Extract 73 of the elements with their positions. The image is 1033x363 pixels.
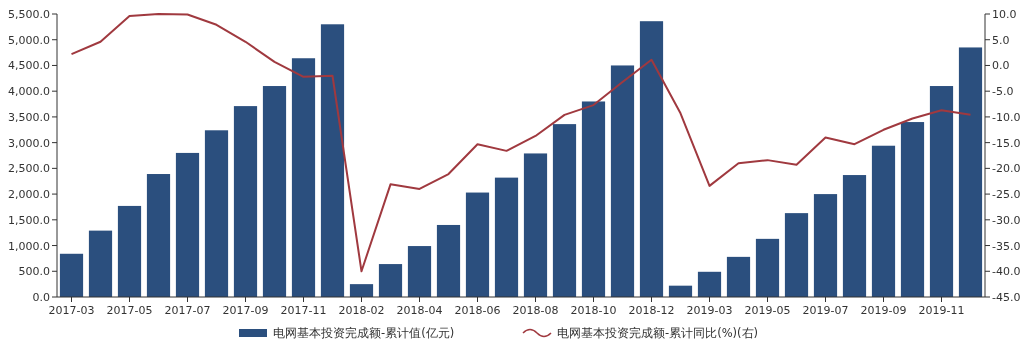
y2-tick-label: -45.0 — [992, 291, 1021, 304]
bar — [465, 192, 490, 297]
bar — [378, 264, 403, 297]
legend-label: 电网基本投资完成额-累计值(亿元) — [273, 326, 455, 340]
x-tick-label: 2019-07 — [802, 304, 849, 317]
y-tick-label: 3,500.0 — [8, 110, 50, 124]
bar — [349, 284, 374, 297]
bar — [204, 130, 229, 297]
bar — [697, 271, 722, 297]
bar — [813, 194, 838, 297]
bar — [755, 238, 780, 297]
y-tick-label: 0.0 — [32, 291, 50, 304]
bar — [726, 256, 751, 297]
y2-tick-label: -30.0 — [992, 213, 1021, 227]
bar — [291, 58, 316, 297]
x-tick-label: 2017-07 — [164, 304, 211, 317]
y-tick-label: 5,500.0 — [8, 8, 50, 21]
x-tick-label: 2019-09 — [860, 304, 907, 317]
bar — [958, 47, 983, 297]
bar — [407, 246, 432, 297]
x-tick-label: 2018-12 — [628, 304, 675, 317]
x-tick-label: 2018-08 — [512, 304, 559, 317]
y-tick-label: 1,000.0 — [8, 239, 50, 253]
x-tick-label: 2017-11 — [280, 304, 327, 317]
y-tick-label: 5,000.0 — [8, 33, 50, 47]
bar — [871, 145, 896, 297]
y-tick-label: 1,500.0 — [8, 213, 50, 227]
bar — [639, 21, 664, 297]
bar — [146, 174, 171, 297]
x-tick-label: 2018-02 — [338, 304, 385, 317]
y-tick-label: 4,500.0 — [8, 59, 50, 73]
y2-tick-label: 0.0 — [992, 59, 1010, 73]
y2-tick-label: -40.0 — [992, 265, 1021, 279]
y2-tick-label: -15.0 — [992, 136, 1021, 150]
bar — [552, 124, 577, 297]
y2-tick-label: -25.0 — [992, 188, 1021, 202]
bar — [436, 224, 461, 297]
bar — [88, 230, 113, 297]
bar — [610, 65, 635, 297]
y2-tick-label: -35.0 — [992, 239, 1021, 253]
y2-tick-label: 10.0 — [992, 8, 1017, 21]
y-tick-label: 2,500.0 — [8, 162, 50, 176]
x-tick-label: 2018-04 — [396, 304, 443, 317]
y2-tick-label: 5.0 — [992, 33, 1010, 47]
bar — [581, 101, 606, 297]
x-tick-label: 2017-09 — [222, 304, 269, 317]
bar — [494, 177, 519, 297]
bar — [320, 24, 345, 297]
bar — [929, 86, 954, 297]
bar — [59, 253, 84, 297]
bar — [842, 175, 867, 297]
x-tick-label: 2019-11 — [918, 304, 965, 317]
y-tick-label: 2,000.0 — [8, 188, 50, 202]
bar — [117, 205, 142, 297]
y-tick-label: 500.0 — [18, 265, 50, 279]
bar — [233, 106, 258, 297]
bar — [523, 153, 548, 297]
x-tick-label: 2017-03 — [48, 304, 95, 317]
x-tick-label: 2017-05 — [106, 304, 153, 317]
y-tick-label: 3,000.0 — [8, 136, 50, 150]
y2-tick-label: -20.0 — [992, 162, 1021, 176]
y-tick-label: 4,000.0 — [8, 85, 50, 99]
bar — [900, 122, 925, 297]
x-tick-label: 2018-06 — [454, 304, 501, 317]
bar — [262, 86, 287, 297]
y2-tick-label: -10.0 — [992, 110, 1021, 124]
x-tick-label: 2018-10 — [570, 304, 617, 317]
legend-label: 电网基本投资完成额-累计同比(%)(右) — [557, 326, 759, 340]
y2-tick-label: -5.0 — [992, 85, 1014, 99]
x-tick-label: 2019-03 — [686, 304, 733, 317]
bar — [175, 152, 200, 297]
bar — [784, 213, 809, 297]
x-tick-label: 2019-05 — [744, 304, 791, 317]
